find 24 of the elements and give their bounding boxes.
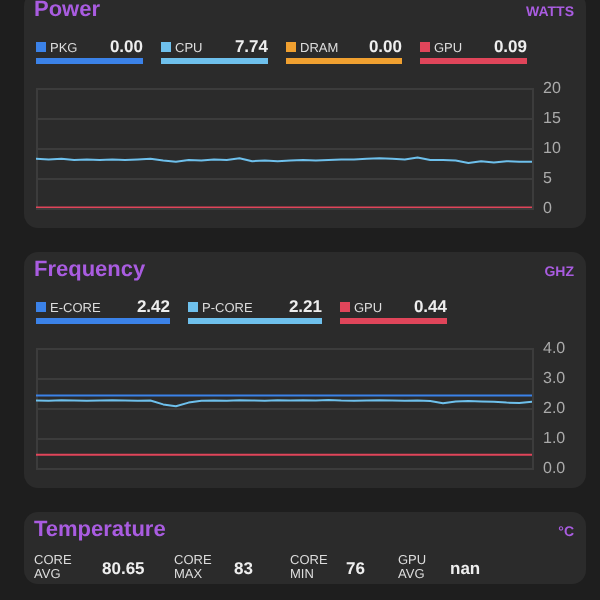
y-tick-label: 20 [543,79,562,97]
y-tick-label: 1.0 [543,429,567,447]
text: 0.00 [109,36,144,56]
text: 83 [234,558,255,578]
y-tick-label: 5 [543,169,553,187]
y-tick-label: 15 [543,109,562,127]
y-tick-label: 10 [543,139,562,157]
text: 80.65 [102,558,147,578]
text: 0.44 [413,296,448,316]
text: 2.42 [136,296,171,316]
text: 0.00 [368,36,403,56]
text: nan [450,558,483,578]
text: 0.09 [493,36,528,56]
text: 76 [346,558,367,578]
text: 7.74 [234,36,269,56]
y-tick-label: 2.0 [543,399,567,417]
y-tick-label: 4.0 [543,339,567,357]
y-tick-label: 0.0 [543,459,567,477]
chart-title: Frequency [34,258,146,282]
text: Temperature [34,518,166,542]
text: 2.21 [288,296,323,316]
y-tick-label: 3.0 [543,369,567,387]
y-tick-label: 0 [543,199,553,217]
chart-title: Power [34,0,101,22]
